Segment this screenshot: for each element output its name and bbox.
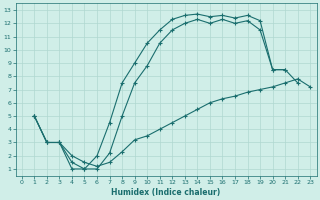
X-axis label: Humidex (Indice chaleur): Humidex (Indice chaleur) (111, 188, 221, 197)
